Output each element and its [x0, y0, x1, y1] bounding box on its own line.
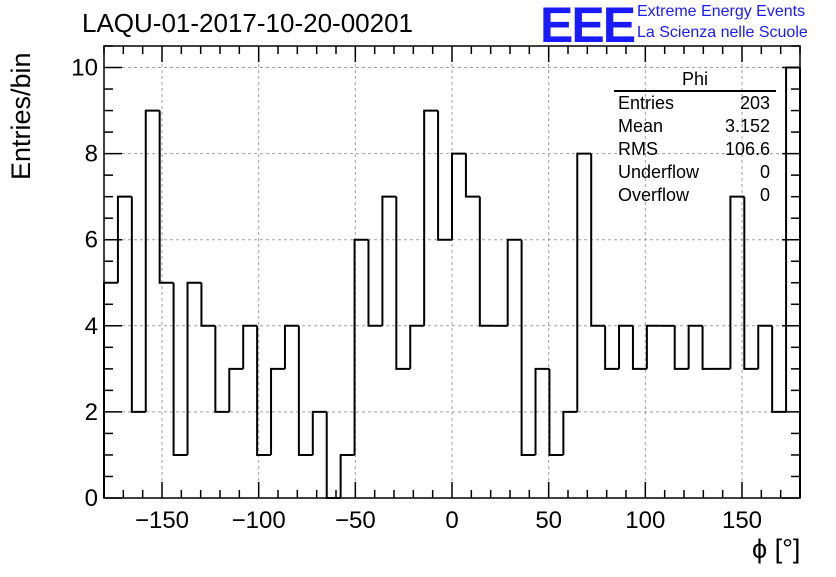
histogram-bin: [604, 325, 620, 370]
stats-label: Entries: [618, 93, 675, 113]
histogram-bin: [325, 411, 341, 499]
histogram-bin: [673, 325, 689, 370]
histogram-bin: [645, 324, 661, 369]
x-axis-label: ϕ [°]: [752, 534, 801, 564]
y-tick-label: 6: [85, 227, 98, 254]
histogram-bin: [687, 324, 703, 369]
histogram-bin: [534, 367, 550, 455]
histogram-bin: [409, 324, 425, 369]
stats-value: 3.152: [724, 116, 770, 136]
x-tick-label: 50: [535, 507, 562, 534]
histogram-bin: [743, 196, 759, 370]
y-tick-label: 4: [85, 313, 98, 340]
stats-value: 0: [759, 185, 770, 205]
histogram-bin: [576, 152, 592, 412]
logo-line-1: Extreme Energy Events: [637, 3, 806, 20]
histogram-bin: [297, 325, 313, 456]
histogram-bin: [367, 239, 383, 327]
histogram-bin: [520, 239, 536, 456]
histogram-bin: [562, 410, 578, 455]
stats-value: 0: [759, 162, 770, 182]
histogram-bin: [270, 367, 285, 455]
stats-label: Overflow: [618, 185, 690, 205]
stats-label: RMS: [618, 139, 658, 159]
stats-row-overflow: Overflow 0: [608, 184, 778, 207]
histogram-bin: [381, 195, 397, 326]
histogram-bin: [729, 195, 745, 369]
histogram-bin: [339, 453, 355, 498]
histogram-bin: [186, 281, 202, 455]
histogram-bin: [130, 196, 146, 413]
y-tick-label: 0: [85, 485, 98, 512]
histogram-bin: [144, 109, 160, 412]
histogram-bin: [423, 109, 439, 326]
x-tick-label: −100: [232, 507, 286, 534]
histogram-bin: [158, 110, 174, 284]
histogram-bin: [548, 368, 564, 456]
chart-title: LAQU-01-2017-10-20-00201: [82, 8, 413, 38]
histogram-bin: [353, 238, 369, 455]
stats-label: Underflow: [618, 162, 700, 182]
stats-row-underflow: Underflow 0: [608, 161, 778, 184]
stats-row-rms: RMS 106.6: [608, 138, 778, 161]
y-tick-label: 8: [85, 141, 98, 168]
stats-box: Phi Entries 203 Mean 3.152 RMS 106.6 Und…: [608, 68, 778, 207]
y-tick-label: 10: [71, 55, 98, 82]
eee-logo: EEE: [540, 0, 636, 53]
histogram-bin: [256, 325, 272, 456]
histogram-bin: [172, 282, 188, 456]
stats-value: 203: [739, 93, 770, 113]
stats-row-entries: Entries 203: [608, 92, 778, 115]
histogram-bin: [701, 325, 717, 370]
x-tick-label: 0: [445, 507, 458, 534]
histogram-bin: [395, 196, 411, 370]
x-tick-label: −50: [335, 507, 376, 534]
stats-row-mean: Mean 3.152: [608, 115, 778, 138]
x-tick-label: −150: [135, 507, 189, 534]
logo-line-2: La Scienza nelle Scuole: [637, 24, 808, 41]
histogram-bin: [771, 325, 787, 413]
histogram-bin: [228, 367, 244, 412]
histogram-bin: [451, 152, 466, 240]
histogram-bin: [311, 410, 327, 455]
histogram-bin: [757, 324, 773, 369]
stats-title: Phi: [614, 68, 776, 92]
histogram-bin: [506, 238, 522, 326]
histogram-bin: [437, 110, 452, 241]
histogram-bin: [214, 325, 230, 413]
y-axis-label: Entries/bin: [6, 52, 36, 180]
histogram-bin: [242, 324, 258, 369]
histogram-bin: [116, 195, 132, 283]
histogram-bin: [464, 153, 480, 198]
x-tick-label: 100: [625, 507, 665, 534]
stats-value: 106.6: [724, 139, 770, 159]
y-tick-label: 2: [85, 399, 98, 426]
histogram-bin: [618, 324, 633, 369]
histogram-bin: [478, 196, 494, 327]
histogram-bin: [590, 153, 606, 327]
stats-label: Mean: [618, 116, 664, 136]
histogram-bin: [283, 324, 299, 369]
x-tick-label: 150: [722, 507, 762, 534]
histogram-bin: [631, 325, 647, 370]
histogram-bin: [200, 282, 216, 327]
